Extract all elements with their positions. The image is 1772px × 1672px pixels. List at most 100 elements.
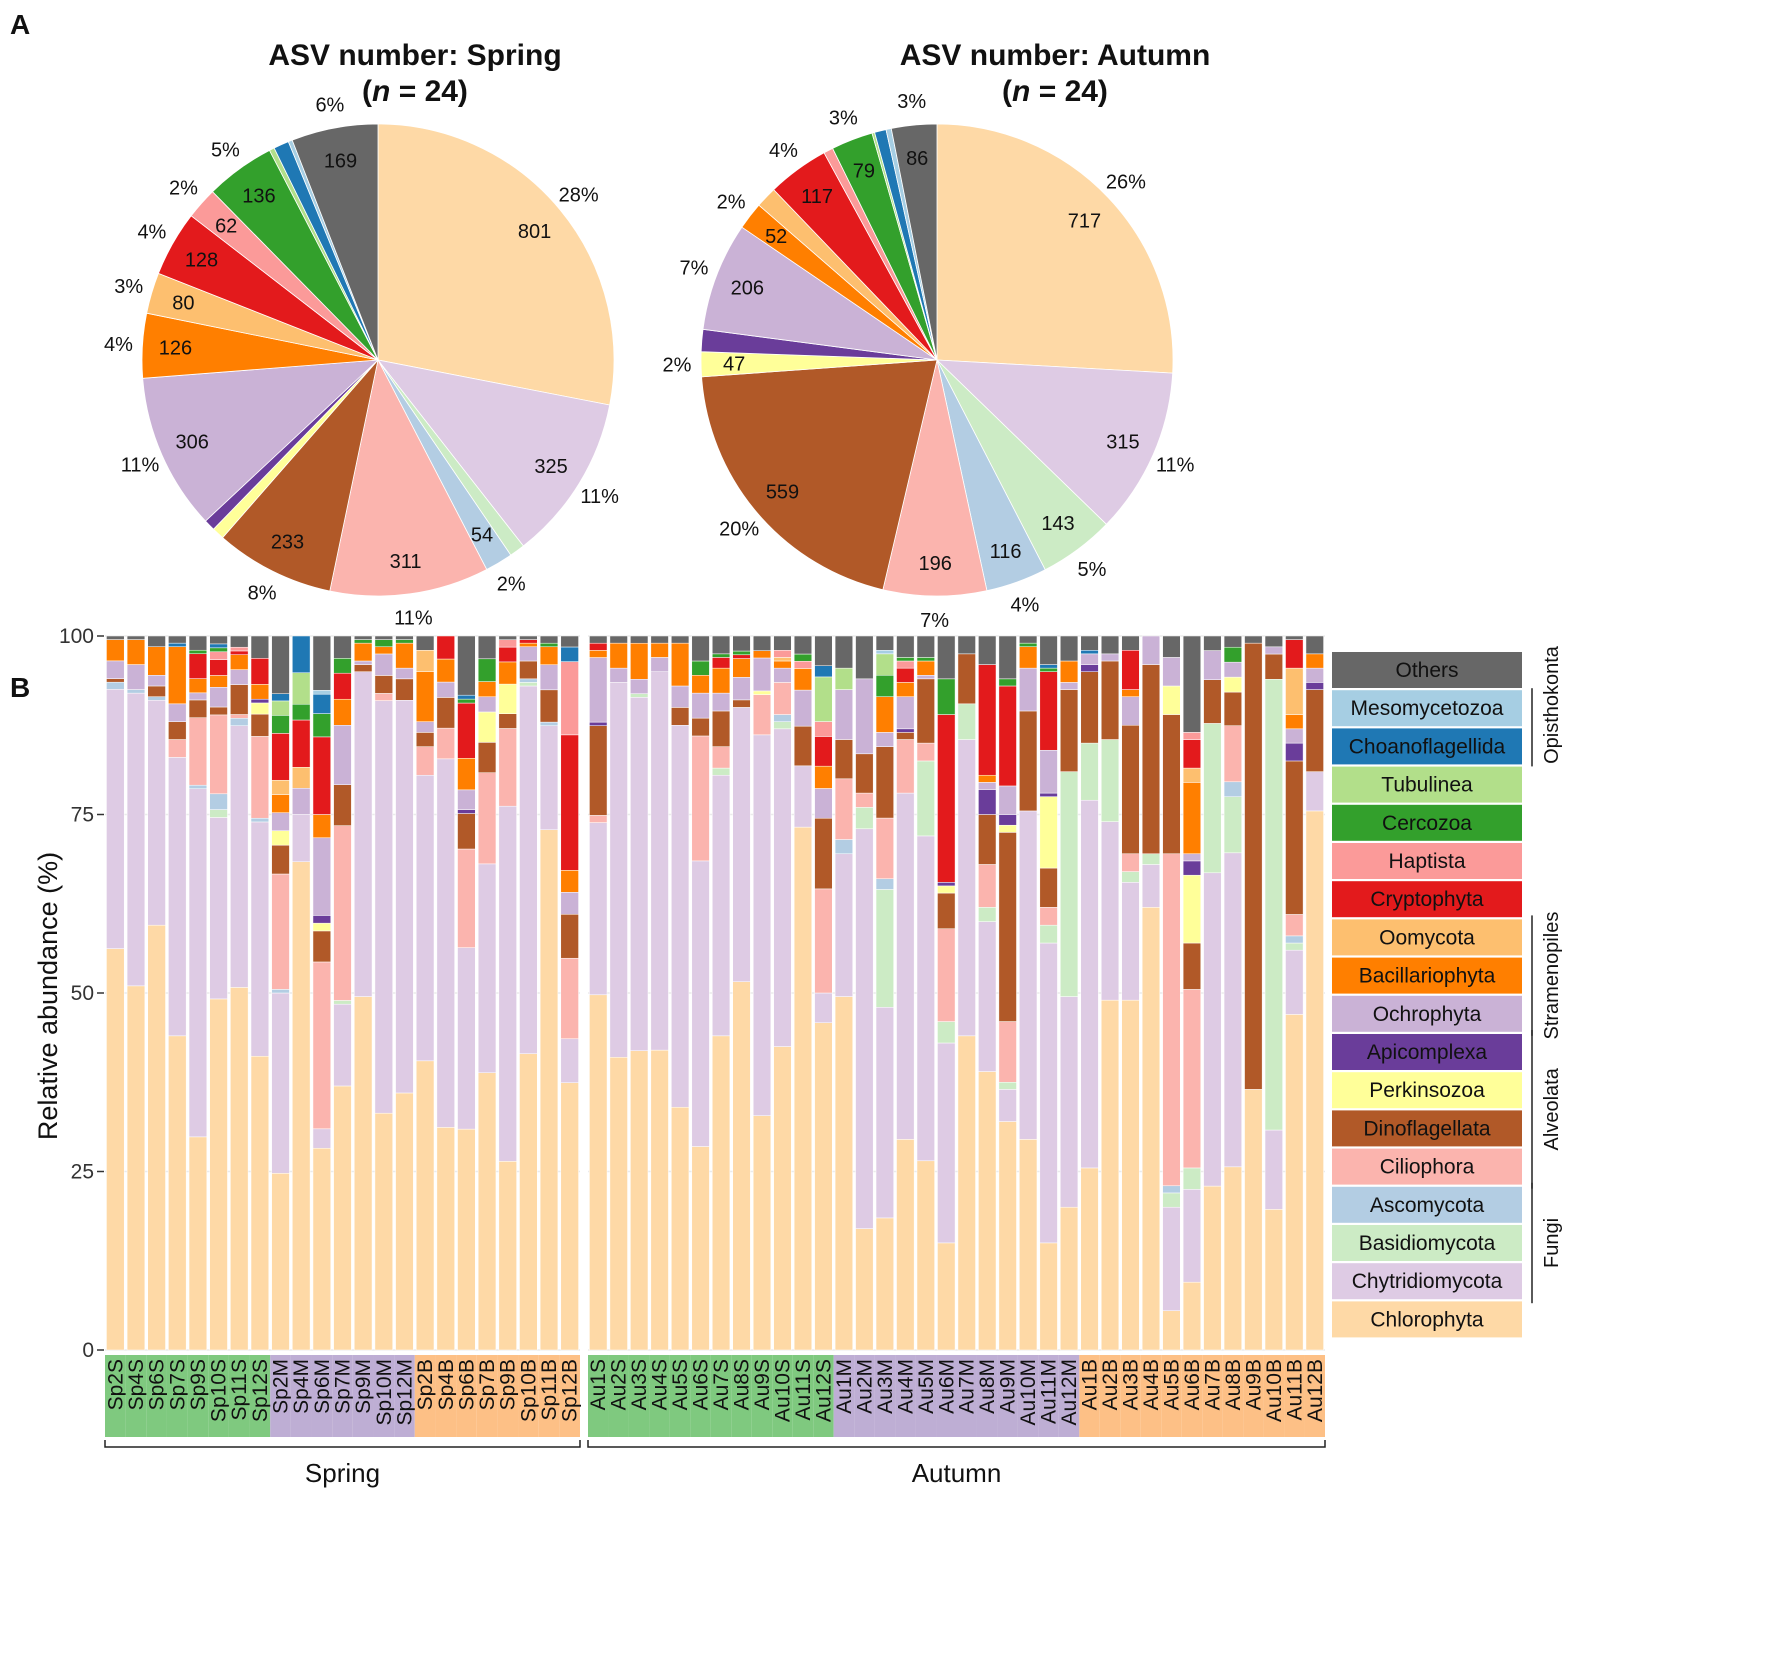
- bar-segment-chlorophyta: [896, 1139, 915, 1351]
- bar-segment-chlorophyta: [814, 1022, 833, 1351]
- bar-segment-dinoflagellata: [896, 732, 915, 740]
- bar-segment-ciliophora: [188, 717, 208, 786]
- bar-segment-chlorophyta: [1121, 999, 1140, 1351]
- legend-group-label: Alveolata: [1541, 1067, 1563, 1150]
- bar-segment-bacillariophyta: [126, 639, 146, 665]
- bar-segment-bacillariophyta: [271, 794, 290, 813]
- bar-segment-ochrophyta: [1162, 657, 1181, 687]
- bar-segment-ochrophyta: [126, 664, 146, 690]
- bar-segment-others: [957, 635, 976, 655]
- sample-label: Sp7B: [476, 1359, 499, 1410]
- bar-segment-ochrophyta: [671, 685, 690, 708]
- bar-segment-ascomycota: [1162, 1185, 1181, 1194]
- sample-label: Sp10B: [517, 1359, 540, 1422]
- bar-Au2M: [855, 635, 874, 1351]
- bar-segment-bacillariophyta: [147, 646, 166, 676]
- bar-Sp9S: [188, 635, 208, 1351]
- bar-segment-chytridiomycota: [560, 1038, 579, 1083]
- bar-segment-chlorophyta: [1080, 1167, 1099, 1351]
- bar-segment-ciliophora: [560, 957, 579, 1040]
- bar-segment-ochrophyta: [916, 675, 935, 680]
- stacked-bar-chart: Sp2SSp4SSp6SSp7SSp9SSp10SSp11SSp12SSp2MS…: [59, 625, 1327, 1488]
- facet-spring: Sp2SSp4SSp6SSp7SSp9SSp10SSp11SSp12SSp2MS…: [104, 635, 582, 1488]
- bar-segment-cryptophyta: [292, 719, 311, 768]
- bar-segment-ochrophyta: [793, 689, 813, 727]
- bar-segment-chytridiomycota: [354, 671, 373, 997]
- bar-segment-chlorophyta: [1100, 999, 1120, 1351]
- sample-label: Sp10M: [373, 1359, 396, 1426]
- bar-segment-others: [395, 635, 414, 640]
- bar-segment-others: [168, 635, 187, 644]
- bar-Au2B: [1100, 635, 1120, 1351]
- bar-Sp6S: [147, 635, 166, 1351]
- legend-swatch: [1332, 1186, 1522, 1223]
- bar-segment-others: [671, 635, 690, 644]
- bar-segment-ciliophora: [978, 864, 997, 908]
- bar-segment-chlorophyta: [1141, 907, 1161, 1351]
- sample-label: Au9B: [1242, 1359, 1265, 1410]
- bar-segment-basidiomycota: [1203, 723, 1222, 874]
- bar-segment-apicomplexa: [998, 814, 1017, 826]
- bar-segment-chytridiomycota: [1285, 949, 1304, 1015]
- bar-segment-ascomycota: [834, 839, 853, 855]
- legend-label: Haptista: [1388, 850, 1465, 873]
- bar-segment-haptista: [814, 721, 833, 737]
- bar-segment-chytridiomycota: [1182, 1189, 1201, 1283]
- pie-percent-label: 3%: [897, 91, 926, 113]
- bar-segment-cryptophyta: [1121, 650, 1140, 690]
- bar-segment-others: [209, 635, 228, 645]
- bar-segment-chlorophyta: [589, 994, 608, 1351]
- bar-segment-choanoflagellida: [312, 693, 331, 714]
- bar-segment-others: [147, 635, 166, 647]
- bar-segment-dinoflagellata: [1080, 671, 1099, 744]
- pie-count-label: 717: [1068, 211, 1101, 233]
- pie-count-label: 206: [731, 278, 764, 300]
- sample-strip: [1202, 1355, 1223, 1437]
- pie-count-label: 559: [766, 482, 799, 504]
- sample-label: Au11S: [792, 1359, 815, 1421]
- panel-label-a: A: [10, 9, 30, 40]
- bar-segment-dinoflagellata: [1060, 689, 1079, 772]
- sample-strip: [1161, 1355, 1182, 1437]
- pie-count-label: 47: [723, 354, 745, 376]
- bar-segment-ochrophyta: [1264, 646, 1283, 655]
- bar-segment-others: [250, 635, 270, 659]
- pie-count-label: 169: [324, 151, 357, 173]
- bar-Au6M: [937, 635, 956, 1351]
- sample-label: Au12M: [1058, 1359, 1081, 1426]
- bar-segment-others: [630, 635, 649, 644]
- sample-strip: [1222, 1355, 1244, 1437]
- sample-strip: [228, 1355, 250, 1437]
- bar-segment-basidiomycota: [1162, 1192, 1181, 1208]
- legend-item-choanoflagellida: Choanoflagellida: [1332, 728, 1522, 765]
- bar-segment-others: [978, 635, 997, 665]
- bar-segment-others: [374, 635, 393, 640]
- sample-label: Au5M: [915, 1359, 938, 1414]
- bar-segment-ochrophyta: [271, 812, 290, 831]
- bar-Au3B: [1121, 635, 1140, 1351]
- sample-label: Sp12S: [249, 1359, 272, 1422]
- bar-segment-chytridiomycota: [250, 821, 270, 1057]
- bar-segment-ciliophora: [1182, 989, 1201, 1169]
- sample-label: Au2S: [608, 1359, 631, 1410]
- sample-strip: [435, 1355, 457, 1437]
- bar-segment-basidiomycota: [1080, 742, 1099, 801]
- bar-segment-cercozoa: [477, 658, 497, 682]
- bar-segment-basidiomycota: [855, 807, 874, 830]
- bar-segment-basidiomycota: [1121, 871, 1140, 883]
- bar-segment-ochrophyta: [609, 667, 628, 683]
- bar-segment-ochrophyta: [333, 725, 352, 785]
- bar-segment-others: [814, 635, 833, 666]
- bar-Au5M: [916, 635, 935, 1351]
- sample-strip: [352, 1355, 374, 1437]
- sample-strip: [731, 1355, 752, 1437]
- pie-slice-others: [890, 123, 938, 361]
- pie-slice-chytridiomycota: [935, 359, 1174, 525]
- bar-segment-basidiomycota: [1264, 679, 1283, 1131]
- bar-segment-chlorophyta: [147, 924, 166, 1351]
- bar-segment-ciliophora: [312, 961, 331, 1130]
- sample-label: Sp7S: [166, 1359, 189, 1410]
- bar-segment-basidiomycota: [957, 703, 976, 740]
- bar-segment-ochrophyta: [650, 657, 669, 672]
- sample-strip: [588, 1355, 609, 1437]
